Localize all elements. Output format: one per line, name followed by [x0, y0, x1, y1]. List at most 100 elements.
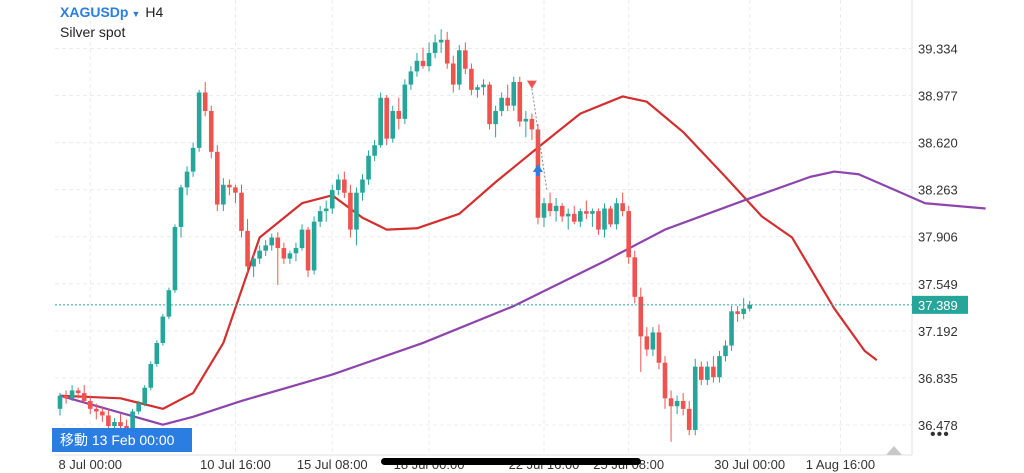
candle-body [444, 39, 450, 64]
candle-body [632, 257, 638, 297]
candle-body [136, 403, 141, 412]
candle-body [366, 155, 371, 180]
candle-body [221, 184, 226, 205]
candle-body [578, 211, 583, 222]
candle-body [408, 71, 414, 85]
last-price-marker: 37.389 [55, 295, 968, 314]
candle-body [626, 211, 631, 258]
timeframe-label[interactable]: H4 [145, 4, 164, 20]
price-tick-label: 36.835 [918, 371, 958, 386]
candle-body [215, 151, 220, 205]
candle-body [172, 226, 178, 291]
candle-body [63, 395, 69, 399]
candle-body [208, 110, 214, 152]
candle-body [124, 426, 129, 429]
candle-body [118, 422, 123, 426]
candle-body [553, 205, 559, 212]
candle-body [590, 211, 595, 214]
last-price-label: 37.389 [918, 298, 958, 313]
scroll-to-end-icon [886, 446, 902, 455]
candle-body [438, 39, 444, 43]
candle-body [148, 364, 154, 388]
moving-averages [59, 95, 986, 426]
candle-body [481, 84, 486, 88]
candle-body [699, 366, 704, 380]
candle-body [293, 248, 299, 254]
price-tick-label: 37.549 [918, 277, 958, 292]
candle-body [360, 179, 365, 193]
price-axis[interactable]: 39.334 38.977 38.620 38.263 37.906 37.549 37.1… [918, 41, 958, 432]
more-options-icon[interactable]: ••• [930, 426, 950, 443]
candle-body [541, 203, 547, 218]
candle-body [735, 311, 740, 314]
candle-body [650, 332, 656, 350]
candle-body [656, 332, 662, 363]
candle-body [196, 92, 202, 148]
candle-body [269, 237, 275, 246]
price-tick-label: 38.263 [918, 183, 958, 198]
candle-body [505, 97, 510, 106]
candle-body [323, 208, 329, 212]
candle-body [166, 290, 172, 317]
price-tick-label: 36.478 [918, 418, 958, 433]
candle-body [680, 400, 686, 409]
candle-body [747, 304, 752, 309]
candle-body [69, 390, 75, 399]
sell-arrow-icon [526, 80, 537, 89]
candle-body [160, 316, 166, 343]
candle-body [178, 187, 184, 227]
candle-body [184, 171, 190, 188]
time-tick-label: 8 Jul 00:00 [58, 457, 122, 472]
candle-body [450, 63, 456, 85]
candle-body [402, 84, 408, 119]
candle-body [239, 192, 244, 231]
price-tick-label: 37.906 [918, 230, 958, 245]
candle-body [511, 81, 517, 106]
candle-body [311, 221, 317, 271]
candle-body [329, 190, 335, 209]
trade-markers [526, 80, 548, 192]
candle-body [499, 97, 504, 111]
candle-body [414, 60, 420, 72]
time-tick-label: 30 Jul 00:00 [714, 457, 785, 472]
symbol-dropdown-icon[interactable]: ▼ [131, 9, 141, 19]
buy-arrow-icon [532, 163, 543, 172]
candle-body [94, 408, 99, 412]
candle-body [257, 250, 262, 259]
candle-body [559, 205, 565, 217]
candle-body [348, 192, 353, 230]
candle-body [620, 203, 625, 212]
candle-body [608, 208, 613, 225]
candle-body [263, 245, 268, 251]
candle-body [75, 390, 81, 394]
candle-body [227, 184, 232, 188]
symbol-name[interactable]: XAGUSDp [60, 4, 129, 20]
buy-arrow-stem [535, 171, 540, 176]
time-tick-label: 15 Jul 08:00 [297, 457, 368, 472]
candle-body [336, 179, 341, 191]
candle-body [457, 50, 462, 85]
home-indicator [381, 458, 641, 465]
price-tick-label: 39.334 [918, 41, 958, 56]
candle-body [463, 50, 468, 69]
time-tick-label: 1 Aug 16:00 [806, 457, 875, 472]
candle-body [711, 366, 716, 378]
goto-date-button[interactable]: 移動 13 Feb 00:00 [52, 428, 192, 452]
candle-body [390, 110, 396, 139]
candle-body [100, 411, 105, 416]
candle-body [384, 97, 389, 139]
candle-body [529, 118, 535, 130]
candles [57, 29, 752, 442]
candle-body [565, 213, 571, 217]
candle-body [281, 248, 287, 259]
candle-body [130, 411, 135, 429]
candle-body [571, 213, 577, 222]
candle-body [106, 415, 111, 426]
last-price-badge [912, 295, 968, 314]
price-tick-label: 38.620 [918, 136, 958, 151]
candle-body [372, 145, 377, 156]
candle-body [487, 84, 492, 125]
fast-ma-line [59, 95, 878, 410]
candle-body [305, 229, 311, 271]
